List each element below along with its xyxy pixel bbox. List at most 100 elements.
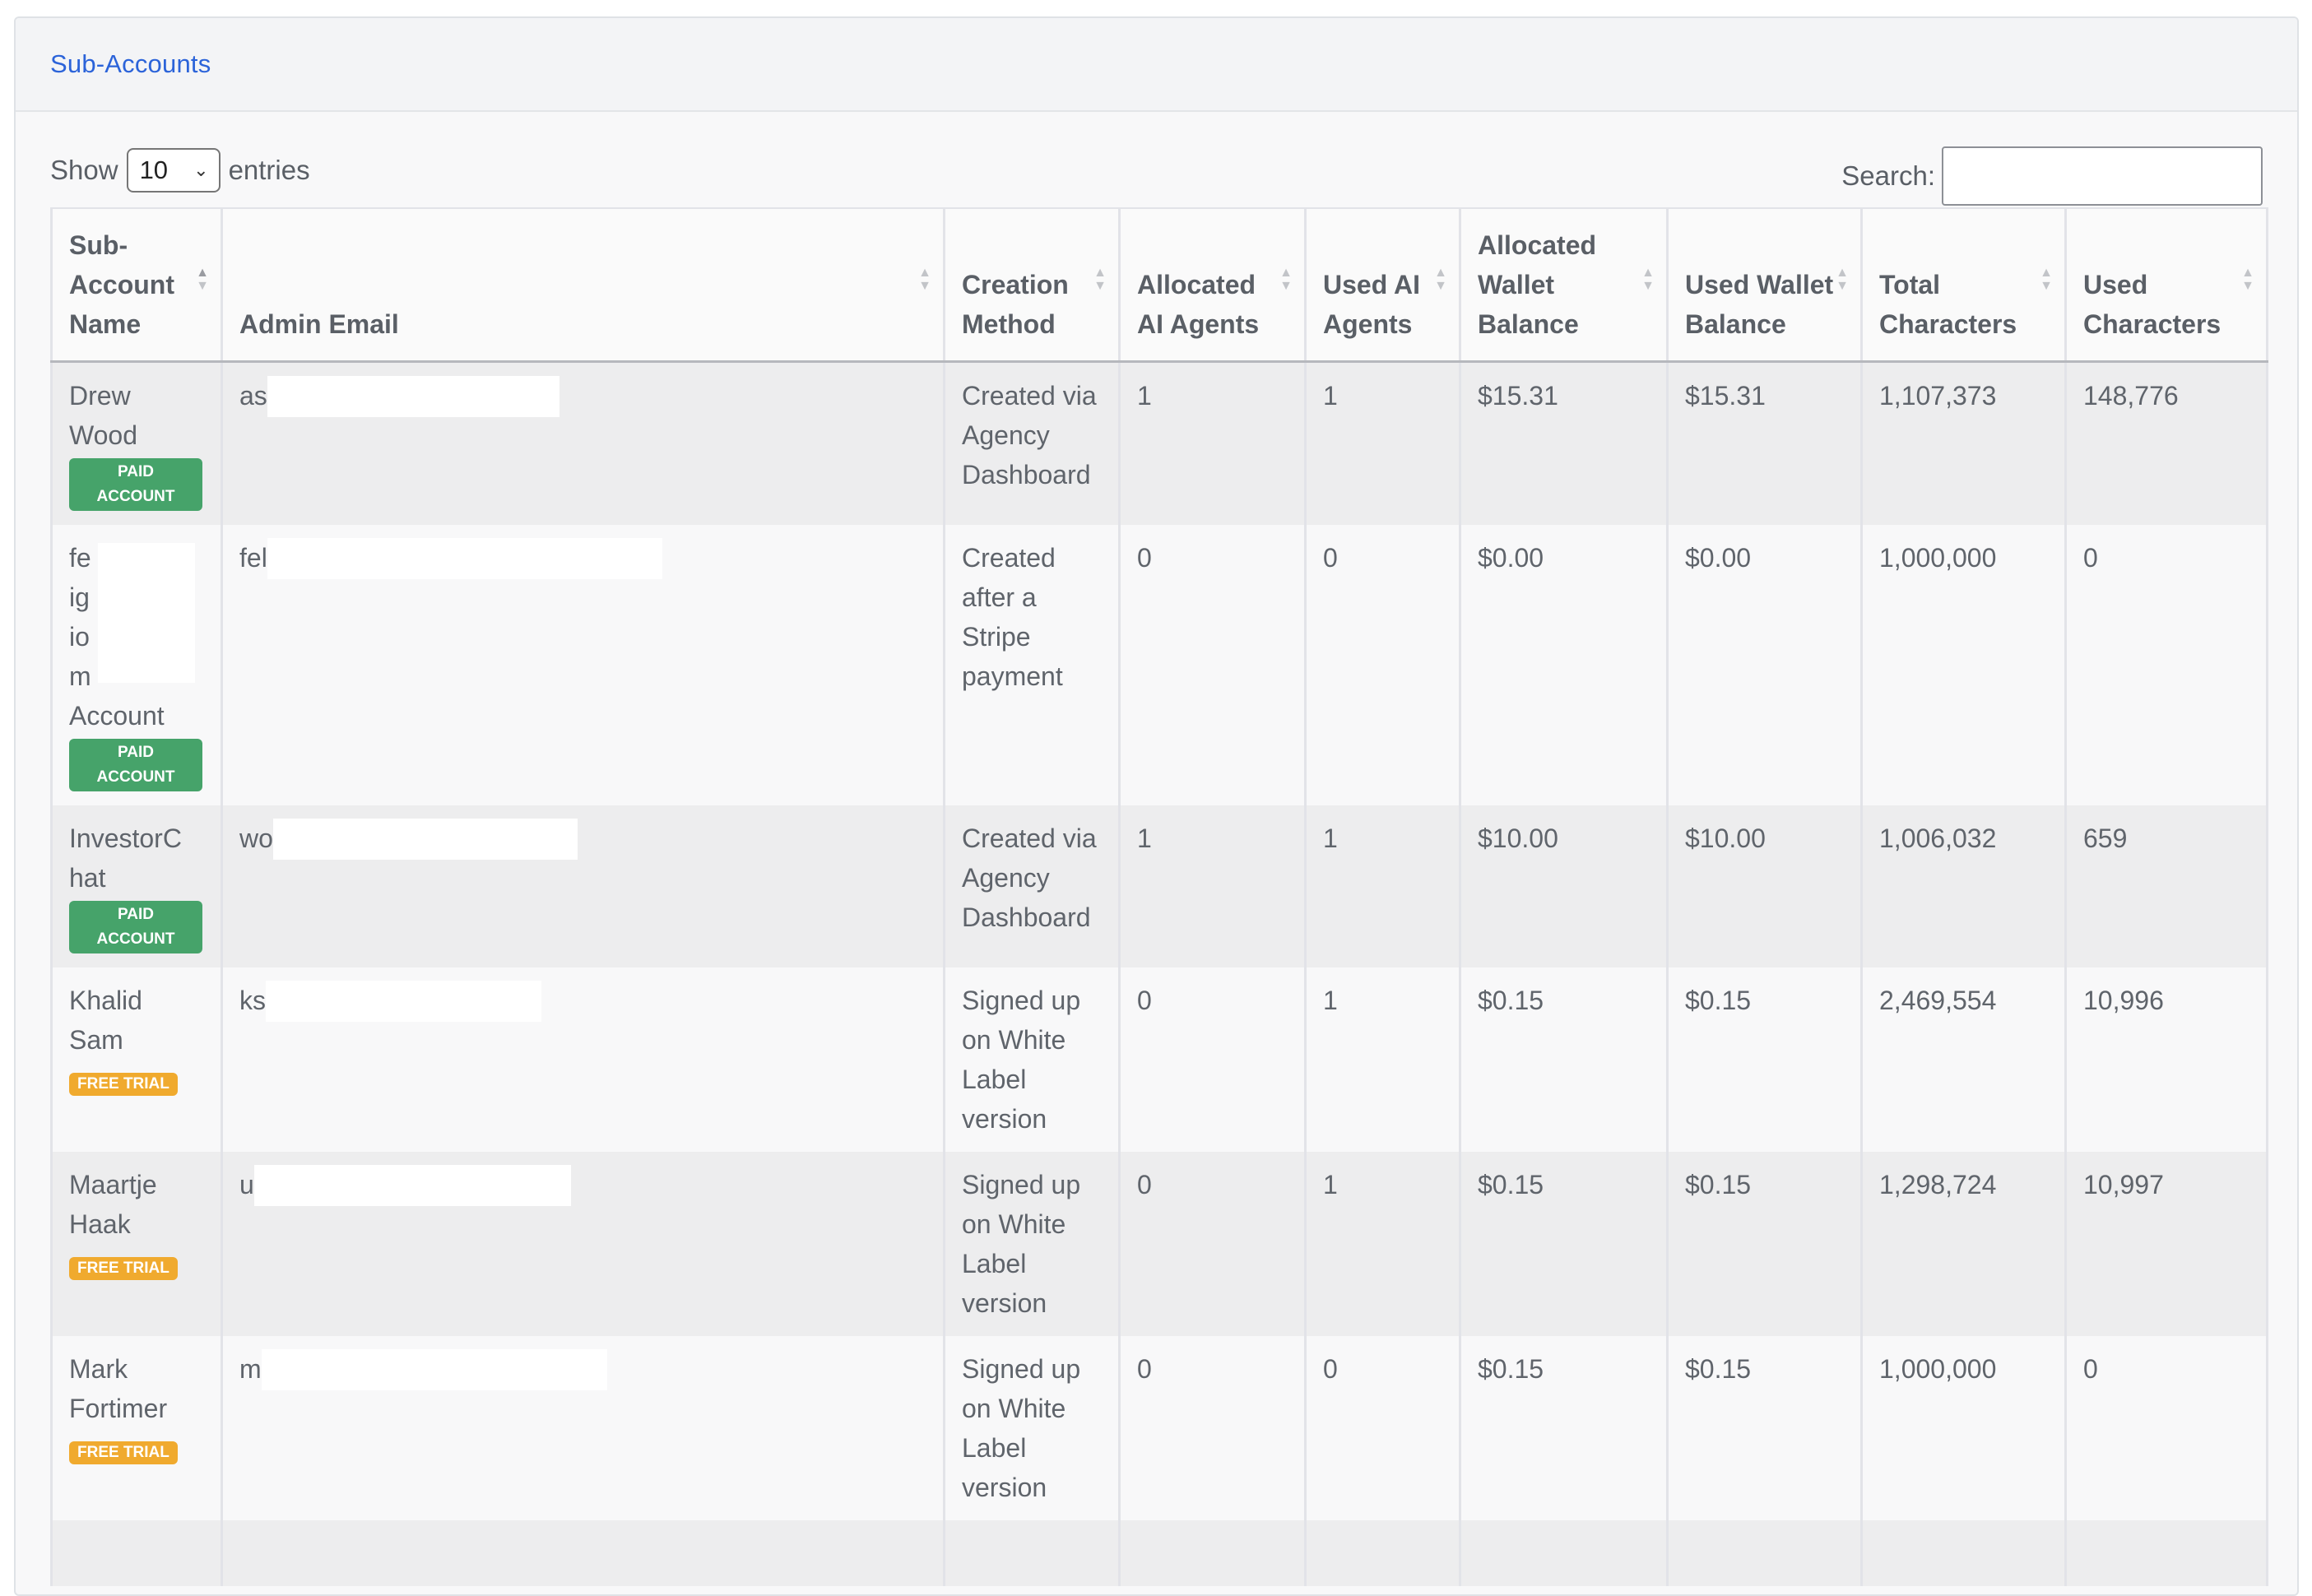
cell-sub-account-name: Maartje Haak FREE TRIAL xyxy=(50,1151,223,1336)
table-header-row: Sub-Account Name ▲ ▼ Admin Email ▲ ▼ Creat… xyxy=(50,207,2268,363)
cell-used-characters: 0 xyxy=(2064,524,2268,805)
entries-per-page-value: 10 xyxy=(139,155,169,184)
column-header[interactable]: Sub-Account Name ▲ ▼ xyxy=(50,207,223,363)
redaction-mask xyxy=(98,542,195,683)
cell-creation-method: Created via Agency Dashboard xyxy=(943,805,1121,967)
table-cell xyxy=(1459,1519,1669,1586)
paid-account-badge: PAID ACCOUNT xyxy=(69,457,202,511)
redaction-mask xyxy=(261,1348,607,1390)
cell-allocated-wallet-balance: $10.00 xyxy=(1459,805,1669,967)
cell-allocated-wallet-balance: $0.15 xyxy=(1459,1151,1669,1336)
cell-used-ai-agents: 0 xyxy=(1304,524,1461,805)
cell-used-ai-agents: 1 xyxy=(1304,1151,1461,1336)
sort-both-icon: ▲ ▼ xyxy=(1434,266,1447,293)
cell-total-characters: 1,107,373 xyxy=(1860,361,2067,525)
redaction-mask xyxy=(267,375,559,417)
sub-account-name-line: Khalid xyxy=(69,985,142,1015)
cell-total-characters: 1,000,000 xyxy=(1860,1335,2067,1520)
cell-used-characters: 148,776 xyxy=(2064,361,2268,525)
column-header[interactable]: Used Characters ▲ ▼ xyxy=(2064,207,2268,363)
cell-used-wallet-balance: $0.15 xyxy=(1666,967,1863,1152)
cell-allocated-wallet-balance: $15.31 xyxy=(1459,361,1669,525)
sub-accounts-table: Sub-Account Name ▲ ▼ Admin Email ▲ ▼ Creat… xyxy=(50,207,2268,1586)
search-input[interactable] xyxy=(1942,146,2263,206)
cell-allocated-ai-agents: 1 xyxy=(1118,805,1307,967)
sort-both-icon: ▲ ▼ xyxy=(1836,266,1849,293)
cell-creation-method: Signed up on White Label version xyxy=(943,1151,1121,1336)
table-body: Drew Wood PAID ACCOUNT as Created via Agency … xyxy=(50,361,2268,1586)
cell-total-characters: 2,469,554 xyxy=(1860,967,2067,1152)
cell-admin-email: m xyxy=(221,1335,945,1520)
cell-admin-email: fel xyxy=(221,524,945,805)
column-header[interactable]: Allocated AI Agents ▲ ▼ xyxy=(1118,207,1307,363)
free-trial-badge: FREE TRIAL xyxy=(69,1441,178,1464)
paid-account-badge: PAID ACCOUNT xyxy=(69,738,202,791)
redaction-mask xyxy=(267,537,662,579)
cell-sub-account-name: Khalid Sam FREE TRIAL xyxy=(50,967,223,1152)
admin-email-text: ks xyxy=(239,985,266,1015)
cell-used-wallet-balance: $0.15 xyxy=(1666,1151,1863,1336)
cell-used-ai-agents: 0 xyxy=(1304,1335,1461,1520)
table-cell xyxy=(221,1519,945,1586)
paid-account-badge: PAID ACCOUNT xyxy=(69,900,202,953)
table-row[interactable]: Khalid Sam FREE TRIAL ks Signed up on White … xyxy=(50,967,2268,1152)
table-row[interactable]: Drew Wood PAID ACCOUNT as Created via Agency … xyxy=(50,361,2268,525)
admin-email-text: wo xyxy=(239,823,273,853)
table-row[interactable]: fe ig io m Account PAID ACCOUNT fel Created afte… xyxy=(50,524,2268,805)
column-header[interactable]: Creation Method ▲ ▼ xyxy=(943,207,1121,363)
table-row[interactable]: InvestorC hat PAID ACCOUNT wo Created via Age… xyxy=(50,805,2268,967)
sub-account-name-line: Account xyxy=(69,700,165,731)
cell-allocated-ai-agents: 1 xyxy=(1118,361,1307,525)
sub-account-name-line: m xyxy=(69,661,91,691)
entries-per-page-select[interactable]: 10 ⌄ xyxy=(126,148,221,193)
sort-both-icon: ▲ ▼ xyxy=(918,266,931,293)
cell-used-characters: 0 xyxy=(2064,1335,2268,1520)
column-header-label: Creation Method xyxy=(962,269,1069,339)
card-title[interactable]: Sub-Accounts xyxy=(50,49,211,78)
card-header: Sub-Accounts xyxy=(16,18,2297,112)
cell-admin-email: wo xyxy=(221,805,945,967)
column-header[interactable]: Total Characters ▲ ▼ xyxy=(1860,207,2067,363)
table-cell xyxy=(943,1519,1121,1586)
cell-sub-account-name: fe ig io m Account PAID ACCOUNT xyxy=(50,524,223,805)
table-row[interactable]: Mark Fortimer FREE TRIAL m Signed up on Whit… xyxy=(50,1335,2268,1520)
cell-used-characters: 659 xyxy=(2064,805,2268,967)
cell-total-characters: 1,000,000 xyxy=(1860,524,2067,805)
table-controls: Show 10 ⌄ entries Search: xyxy=(16,112,2297,220)
search-label: Search: xyxy=(1841,160,1935,191)
table-cell xyxy=(1304,1519,1461,1586)
cell-sub-account-name: Drew Wood PAID ACCOUNT xyxy=(50,361,223,525)
column-header[interactable]: Used AI Agents ▲ ▼ xyxy=(1304,207,1461,363)
table-row[interactable] xyxy=(50,1519,2268,1586)
sub-account-name-line: Drew xyxy=(69,380,131,411)
cell-admin-email: u xyxy=(221,1151,945,1336)
admin-email-text: as xyxy=(239,380,267,411)
cell-used-ai-agents: 1 xyxy=(1304,361,1461,525)
show-label: Show xyxy=(50,155,118,185)
sub-accounts-card: Sub-Accounts Show 10 ⌄ entries Search: xyxy=(14,16,2299,1596)
column-header[interactable]: Admin Email ▲ ▼ xyxy=(221,207,945,363)
entries-length-control: Show 10 ⌄ entries xyxy=(50,148,310,193)
redaction-mask xyxy=(253,1164,571,1206)
column-header[interactable]: Used Wallet Balance ▲ ▼ xyxy=(1666,207,1863,363)
column-header-label: Sub-Account Name xyxy=(69,230,174,339)
sort-both-icon: ▲ ▼ xyxy=(2040,266,2053,293)
cell-admin-email: as xyxy=(221,361,945,525)
cell-total-characters: 1,006,032 xyxy=(1860,805,2067,967)
sub-account-name-line: ig xyxy=(69,582,90,612)
column-header-label: Used AI Agents xyxy=(1323,269,1420,339)
free-trial-badge: FREE TRIAL xyxy=(69,1256,178,1280)
cell-allocated-wallet-balance: $0.15 xyxy=(1459,967,1669,1152)
sort-ascending-icon: ▲ ▼ xyxy=(196,266,209,293)
cell-creation-method: Created via Agency Dashboard xyxy=(943,361,1121,525)
sub-account-name-line: Sam xyxy=(69,1024,123,1055)
sub-account-name-line: Mark xyxy=(69,1353,128,1384)
redaction-mask xyxy=(266,980,541,1022)
cell-used-ai-agents: 1 xyxy=(1304,967,1461,1152)
admin-email-text: m xyxy=(239,1353,262,1384)
column-header-label: Admin Email xyxy=(239,309,399,339)
column-header-label: Total Characters xyxy=(1879,269,2017,339)
column-header[interactable]: Allocated Wallet Balance ▲ ▼ xyxy=(1459,207,1669,363)
table-row[interactable]: Maartje Haak FREE TRIAL u Signed up on White… xyxy=(50,1151,2268,1336)
cell-admin-email: ks xyxy=(221,967,945,1152)
